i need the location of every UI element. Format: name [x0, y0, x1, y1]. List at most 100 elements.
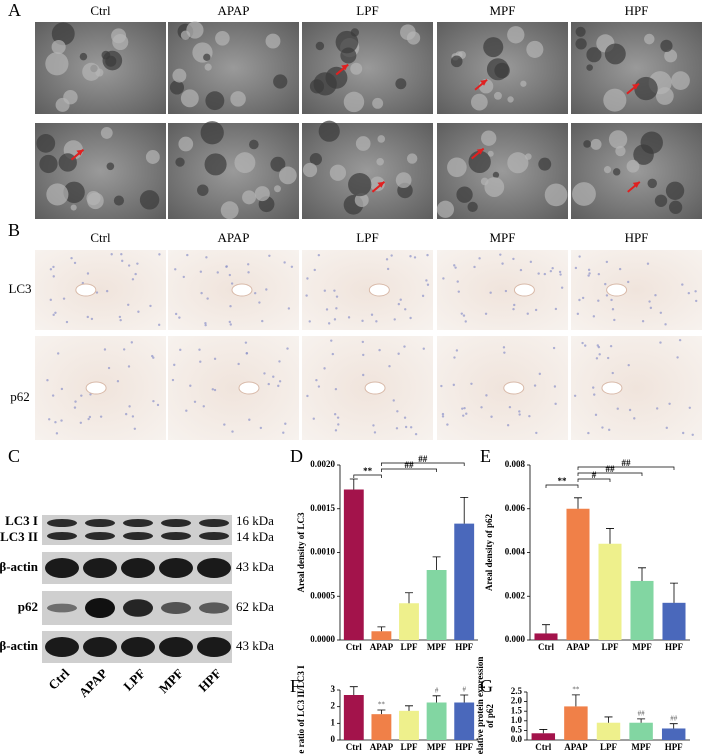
nucleus	[592, 386, 595, 389]
band	[199, 532, 229, 540]
nucleus	[323, 367, 326, 370]
nucleus	[386, 267, 390, 271]
error-bar	[571, 694, 580, 707]
nucleus	[587, 431, 590, 435]
nucleus	[171, 378, 175, 382]
y-axis-label: Areal density of LC3	[296, 512, 306, 593]
nucleus	[388, 365, 391, 368]
nucleus	[174, 312, 178, 316]
x-tick-label: APAP	[370, 742, 394, 752]
nucleus	[204, 323, 207, 327]
organelle	[45, 52, 69, 76]
y-tick-label: 0.002	[505, 590, 526, 600]
nucleus	[453, 356, 456, 359]
error-bar	[377, 626, 386, 632]
nucleus	[272, 375, 275, 378]
nucleus	[283, 261, 286, 264]
organelle	[671, 71, 690, 90]
nucleus	[99, 415, 103, 418]
column-header: MPF	[489, 230, 515, 245]
nucleus	[136, 262, 139, 265]
nucleus	[182, 275, 185, 279]
organelle	[186, 21, 204, 39]
panel-label: E	[480, 446, 491, 466]
nucleus	[676, 356, 679, 359]
organelle	[572, 182, 596, 206]
organelle	[586, 64, 593, 71]
x-tick-label: LPF	[401, 742, 419, 752]
nucleus	[282, 431, 285, 434]
significance-label: #	[435, 686, 439, 694]
error-bar	[670, 582, 678, 603]
nucleus	[587, 268, 591, 272]
organelle	[234, 152, 256, 174]
organelle	[315, 41, 325, 51]
bar	[371, 714, 392, 740]
nucleus	[399, 298, 402, 301]
band	[45, 637, 79, 657]
nucleus	[179, 348, 182, 352]
nucleus	[335, 307, 338, 310]
bar	[399, 603, 419, 640]
organelle	[654, 194, 668, 207]
nucleus	[52, 313, 55, 317]
nucleus	[457, 290, 460, 293]
nucleus	[193, 400, 197, 403]
nucleus	[659, 341, 662, 344]
nucleus	[462, 314, 466, 317]
significance-bracket	[381, 468, 437, 472]
nucleus	[578, 298, 581, 302]
nucleus	[372, 424, 375, 427]
arrow-head	[377, 181, 385, 188]
y-tick-label: 0.5	[511, 724, 523, 734]
nucleus	[385, 258, 389, 261]
nucleus	[79, 421, 83, 424]
nucleus	[130, 341, 134, 344]
bar	[662, 602, 686, 640]
nucleus	[504, 289, 508, 293]
significance-label: ##	[405, 460, 415, 470]
organelle	[350, 62, 363, 75]
nucleus	[62, 297, 66, 300]
organelle	[640, 131, 663, 154]
organelle	[220, 201, 239, 220]
nucleus	[473, 265, 476, 269]
nucleus	[306, 394, 309, 398]
nucleus	[413, 256, 417, 259]
error-bar	[542, 624, 550, 634]
nucleus	[213, 388, 217, 392]
nucleus	[54, 421, 57, 424]
organelle	[178, 136, 194, 152]
nucleus	[127, 365, 131, 368]
organelle	[603, 88, 627, 112]
nucleus	[333, 318, 337, 321]
nucleus	[403, 416, 407, 419]
blot-size-label: 43 kDa	[236, 638, 274, 653]
band	[197, 558, 231, 578]
nucleus	[86, 272, 90, 275]
nucleus	[265, 288, 268, 291]
x-tick-label: MPF	[427, 742, 447, 752]
nucleus	[688, 406, 691, 409]
nucleus	[604, 282, 607, 286]
band	[83, 558, 117, 578]
band	[85, 532, 115, 540]
x-tick-label: MPF	[632, 642, 652, 652]
organelle	[354, 193, 369, 208]
nucleus	[628, 408, 632, 412]
bar	[531, 733, 556, 740]
ihc-image	[437, 250, 568, 330]
band	[199, 602, 229, 614]
nucleus	[426, 283, 430, 286]
nucleus	[529, 260, 533, 264]
nucleus	[200, 291, 203, 295]
organelle	[603, 166, 612, 174]
nucleus	[87, 417, 90, 421]
band	[83, 637, 117, 657]
nucleus	[584, 344, 587, 347]
nucleus	[441, 415, 445, 418]
y-tick-label: 1.5	[511, 705, 523, 715]
nucleus	[581, 341, 584, 345]
bar	[371, 631, 392, 640]
nucleus	[213, 357, 217, 361]
